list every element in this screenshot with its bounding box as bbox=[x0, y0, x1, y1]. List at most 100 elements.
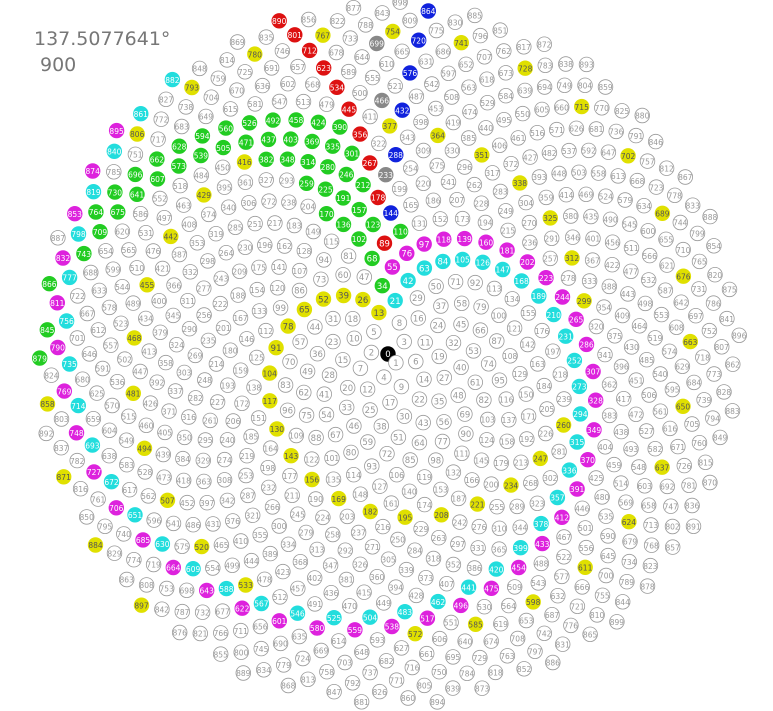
spiral-node: 895 bbox=[108, 122, 125, 139]
spiral-node-label: 788 bbox=[359, 21, 374, 30]
spiral-node-label: 635 bbox=[292, 633, 307, 642]
spiral-node-label: 710 bbox=[676, 246, 691, 255]
spiral-node-label: 34 bbox=[377, 282, 388, 292]
spiral-node-label: 844 bbox=[616, 598, 631, 607]
spiral-node-label: 722 bbox=[71, 292, 86, 301]
spiral-node: 58 bbox=[454, 295, 470, 312]
spiral-node-circle bbox=[262, 393, 278, 409]
spiral-node-circle bbox=[360, 434, 376, 450]
spiral-node: 111 bbox=[454, 445, 470, 462]
spiral-node-label: 698 bbox=[180, 587, 195, 596]
spiral-node-label: 676 bbox=[676, 272, 691, 281]
spiral-node-label: 614 bbox=[331, 637, 346, 646]
spiral-node: 229 bbox=[413, 521, 429, 537]
spiral-node-circle bbox=[512, 366, 528, 382]
spiral-node-label: 50 bbox=[431, 283, 442, 293]
spiral-node: 396 bbox=[613, 358, 630, 375]
spiral-node-label: 374 bbox=[202, 211, 217, 220]
spiral-node-label: 290 bbox=[182, 325, 197, 334]
spiral-node-circle bbox=[156, 209, 173, 226]
spiral-node-label: 27 bbox=[439, 374, 450, 384]
spiral-node-label: 607 bbox=[150, 175, 165, 184]
spiral-node: 105 bbox=[454, 251, 471, 268]
spiral-node: 404 bbox=[597, 439, 613, 455]
spiral-node-label: 499 bbox=[225, 562, 240, 571]
spiral-node-circle bbox=[440, 174, 457, 190]
spiral-node: 811 bbox=[49, 295, 66, 311]
spiral-node-label: 536 bbox=[110, 378, 125, 387]
spiral-node-label: 219 bbox=[240, 452, 255, 461]
spiral-node: 43 bbox=[415, 414, 431, 431]
spiral-node-label: 350 bbox=[177, 434, 192, 443]
spiral-node: 181 bbox=[499, 242, 515, 258]
spiral-node-label: 551 bbox=[444, 619, 459, 628]
spiral-node-label: 214 bbox=[209, 360, 224, 369]
spiral-node-label: 245 bbox=[291, 510, 306, 519]
spiral-node-label: 469 bbox=[579, 191, 594, 200]
spiral-node-label: 31 bbox=[328, 315, 339, 325]
spiral-node-label: 185 bbox=[244, 433, 259, 442]
spiral-node-circle bbox=[279, 151, 296, 167]
spiral-node: 336 bbox=[561, 462, 578, 478]
spiral-node-circle bbox=[561, 462, 578, 478]
spiral-node: 354 bbox=[596, 299, 612, 315]
spiral-node: 625 bbox=[89, 385, 105, 401]
spiral-node: 62 bbox=[296, 384, 312, 401]
spiral-node: 629 bbox=[674, 358, 691, 375]
spiral-node-label: 473 bbox=[157, 473, 172, 482]
spiral-node: 313 bbox=[309, 541, 325, 558]
spiral-node: 365 bbox=[491, 541, 507, 557]
spiral-node-circle bbox=[457, 406, 473, 422]
spiral-node-label: 369 bbox=[305, 138, 320, 147]
spiral-node-circle bbox=[205, 516, 221, 532]
spiral-node-circle bbox=[365, 216, 381, 233]
spiral-node: 797 bbox=[527, 643, 543, 660]
spiral-node-label: 277 bbox=[197, 284, 212, 293]
spiral-node-label: 546 bbox=[290, 609, 305, 618]
spiral-node-label: 661 bbox=[420, 650, 435, 659]
spiral-node-circle bbox=[292, 334, 308, 350]
spiral-node-label: 491 bbox=[308, 600, 323, 609]
spiral-node-label: 179 bbox=[494, 459, 509, 468]
spiral-node: 302 bbox=[542, 470, 559, 486]
spiral-node: 782 bbox=[69, 452, 85, 469]
spiral-node-label: 86 bbox=[294, 287, 305, 297]
spiral-node: 282 bbox=[187, 390, 204, 406]
spiral-node-label: 840 bbox=[107, 148, 122, 157]
spiral-node: 590 bbox=[600, 528, 616, 544]
spiral-node: 190 bbox=[308, 491, 324, 507]
spiral-node: 186 bbox=[425, 192, 442, 209]
spiral-node: 127 bbox=[372, 478, 388, 494]
spiral-node-circle bbox=[252, 527, 268, 543]
spiral-node: 750 bbox=[431, 664, 448, 680]
spiral-node: 671 bbox=[670, 438, 686, 455]
spiral-node-label: 603 bbox=[638, 482, 653, 491]
spiral-node: 847 bbox=[326, 684, 342, 700]
spiral-node-label: 842 bbox=[155, 605, 170, 614]
spiral-node: 97 bbox=[416, 236, 432, 252]
spiral-node-label: 183 bbox=[287, 222, 302, 231]
spiral-node-circle bbox=[471, 518, 487, 535]
spiral-node-circle bbox=[258, 322, 274, 339]
spiral-node-label: 33 bbox=[341, 404, 352, 414]
spiral-node-circle bbox=[145, 243, 162, 259]
spiral-node-circle bbox=[407, 542, 423, 558]
spiral-node-label: 444 bbox=[244, 557, 259, 566]
spiral-node-label: 622 bbox=[235, 604, 250, 613]
spiral-node-label: 886 bbox=[546, 659, 561, 668]
spiral-node: 124 bbox=[479, 432, 495, 448]
spiral-node: 496 bbox=[453, 597, 469, 614]
spiral-node-label: 862 bbox=[726, 360, 741, 369]
spiral-node: 323 bbox=[529, 495, 546, 512]
spiral-node-label: 211 bbox=[285, 492, 300, 501]
spiral-node-label: 720 bbox=[412, 36, 427, 45]
spiral-node-label: 877 bbox=[346, 4, 361, 13]
spiral-node: 617 bbox=[121, 482, 138, 498]
spiral-node: 199 bbox=[392, 180, 408, 197]
spiral-node-label: 554 bbox=[206, 564, 221, 573]
spiral-node: 563 bbox=[461, 79, 477, 95]
spiral-node-label: 301 bbox=[345, 150, 360, 159]
spiral-node: 263 bbox=[431, 530, 447, 546]
spiral-node-label: 164 bbox=[263, 444, 278, 453]
spiral-node: 450 bbox=[215, 159, 231, 176]
